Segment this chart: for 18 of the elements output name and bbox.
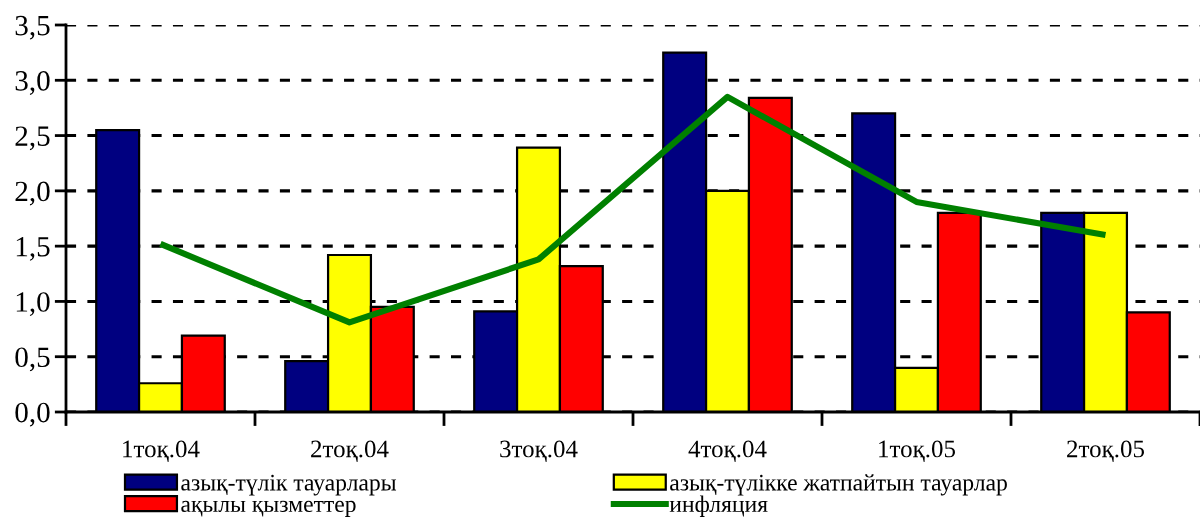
legend-label: азық-түлік тауарлары (181, 474, 397, 496)
y-tick-label: 0,0 (15, 402, 50, 427)
legend-label: инфляция (669, 495, 768, 517)
legend-label: азық-түлікке жатпайтын тауарлар (670, 474, 1007, 496)
x-tick-label: 2тоқ.04 (311, 440, 389, 462)
y-tick-label: 0,5 (15, 347, 50, 372)
y-tick-label: 3,0 (15, 71, 50, 95)
x-tick-label: 2тоқ.05 (1067, 440, 1145, 462)
y-tick-label: 1,5 (16, 237, 50, 261)
y-tick-label: 3,5 (15, 15, 50, 40)
x-tick-label: 3тоқ.04 (500, 440, 578, 462)
x-tick-label: 1тоқ.04 (123, 440, 200, 462)
y-tick-label: 2,0 (15, 181, 50, 206)
y-tick-label: 2,5 (15, 126, 50, 151)
y-tick-label: 1,0 (16, 292, 50, 317)
x-tick-label: 1тоқ.05 (879, 440, 956, 462)
x-tick-label: 4тоқ.04 (688, 440, 767, 462)
legend-label: ақылы қызметтер (181, 500, 356, 517)
